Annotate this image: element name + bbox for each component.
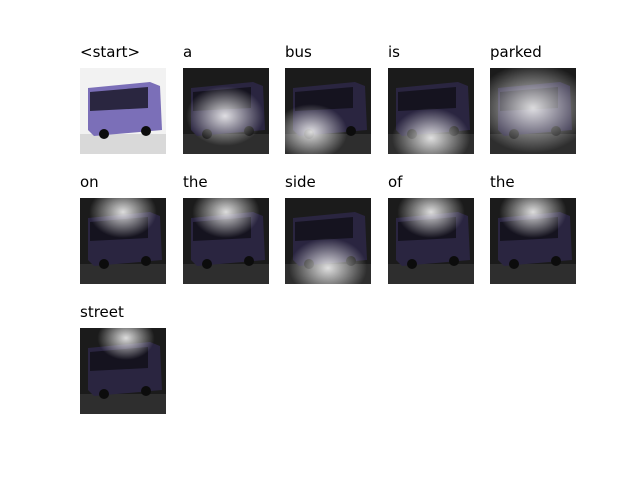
attention-glow	[490, 68, 576, 153]
bus-wheel	[244, 256, 254, 266]
token-caption: of	[388, 172, 402, 194]
token-caption: the	[183, 172, 208, 194]
frame-graphic	[490, 198, 576, 284]
token-cell: parked	[490, 42, 576, 154]
bus-wheel	[202, 259, 212, 269]
bus-wheel	[346, 126, 356, 136]
ground	[388, 264, 474, 284]
frame-graphic	[285, 68, 371, 154]
token-caption: the	[490, 172, 515, 194]
token-cell: the	[183, 172, 269, 284]
attention-map	[80, 328, 166, 414]
token-caption: a	[183, 42, 192, 64]
bus-wheel	[141, 256, 151, 266]
token-cell: street	[80, 302, 166, 414]
token-cell: on	[80, 172, 166, 284]
frame-graphic	[80, 198, 166, 284]
bus-wheel	[141, 386, 151, 396]
token-caption: is	[388, 42, 400, 64]
attention-map	[80, 198, 166, 284]
attention-map	[183, 68, 269, 154]
token-caption: parked	[490, 42, 542, 64]
token-cell: bus	[285, 42, 371, 154]
ground	[80, 134, 166, 154]
ground	[80, 264, 166, 284]
token-caption: side	[285, 172, 316, 194]
token-cell: is	[388, 42, 474, 154]
attention-map	[183, 198, 269, 284]
frame-graphic	[388, 198, 474, 284]
attention-map	[388, 68, 474, 154]
bus-wheel	[141, 126, 151, 136]
frame-graphic	[388, 68, 474, 154]
bus-wheel	[551, 256, 561, 266]
frame-graphic	[183, 198, 269, 284]
bus-wheel	[99, 129, 109, 139]
frame-graphic	[490, 68, 576, 154]
attention-map	[388, 198, 474, 284]
attention-map	[490, 198, 576, 284]
attention-map	[490, 68, 576, 154]
bus-wheel	[407, 259, 417, 269]
token-cell: a	[183, 42, 269, 154]
token-cell: the	[490, 172, 576, 284]
bus-wheel	[99, 389, 109, 399]
attention-map	[285, 198, 371, 284]
original-image	[80, 68, 166, 154]
frame-graphic	[183, 68, 269, 154]
ground	[80, 394, 166, 414]
token-cell: <start>	[80, 42, 166, 154]
bus-wheel	[99, 259, 109, 269]
frame-graphic	[80, 328, 166, 414]
frame-graphic	[80, 68, 166, 154]
attention-glow	[186, 86, 264, 146]
bus-wheel	[449, 256, 459, 266]
attention-map	[285, 68, 371, 154]
ground	[183, 264, 269, 284]
token-cell: of	[388, 172, 474, 284]
token-caption: <start>	[80, 42, 140, 64]
frame-graphic	[285, 198, 371, 284]
token-caption: street	[80, 302, 124, 324]
token-caption: bus	[285, 42, 312, 64]
token-cell: side	[285, 172, 371, 284]
token-caption: on	[80, 172, 99, 194]
bus-wheel	[509, 259, 519, 269]
ground	[490, 264, 576, 284]
